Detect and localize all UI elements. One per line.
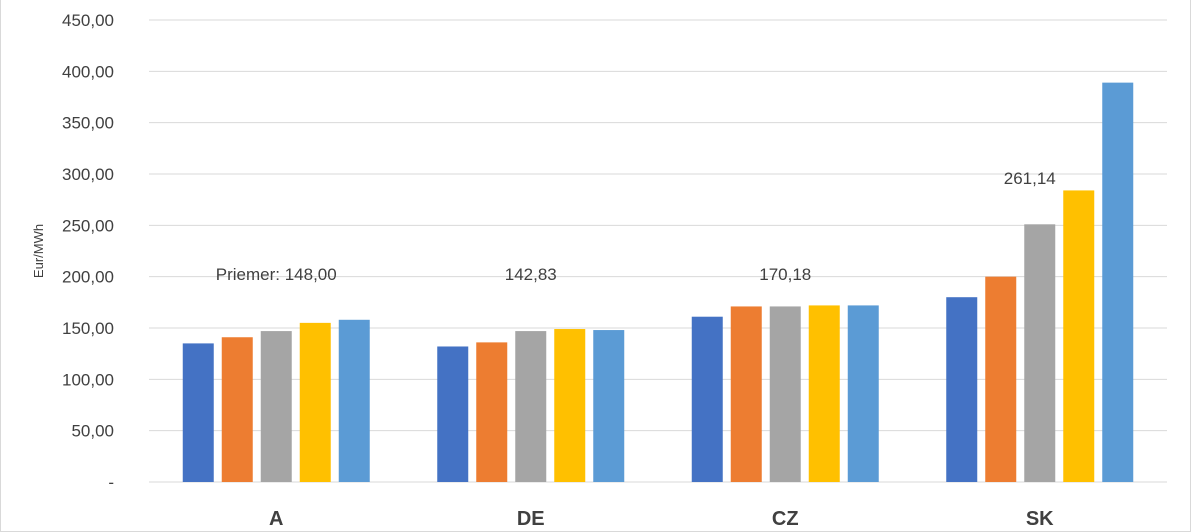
y-tick-label: 50,00 [71,422,114,441]
bar-cz-3 [769,306,801,482]
bar-de-3 [515,331,547,482]
bar-cz-1 [691,316,723,482]
category-label: SK [1026,508,1054,530]
y-tick-label: 150,00 [62,319,114,338]
x-axis-categories: A DE CZ SK [269,508,1054,530]
bar-cz-2 [730,306,762,482]
bar-sk-3 [1024,224,1056,482]
y-tick-label: 300,00 [62,165,114,184]
bar-cz-4 [808,305,840,482]
category-label: CZ [772,508,799,530]
bar-sk-1 [946,297,978,482]
y-tick-label: 350,00 [62,114,114,133]
bar-a-1 [182,343,214,482]
bar-cz-5 [847,305,879,482]
y-tick-label: 100,00 [62,370,114,389]
average-annotation: 261,14 [1004,169,1056,188]
y-tick-label: 200,00 [62,268,114,287]
bar-a-5 [338,319,370,482]
bar-de-1 [437,346,469,482]
y-tick-label: 250,00 [62,216,114,235]
average-annotation: 142,83 [505,265,557,284]
bar-a-3 [260,331,292,482]
bar-a-2 [221,337,253,482]
bar-de-2 [476,342,508,482]
y-axis-label: Eur/MWh [31,224,46,278]
bar-sk-2 [985,276,1017,482]
average-annotation: Priemer: 148,00 [216,265,337,284]
average-annotation: 170,18 [759,265,811,284]
bar-de-4 [554,329,586,482]
bars [182,82,1134,483]
bar-sk-5 [1102,82,1134,483]
y-tick-label: - [108,473,114,492]
annotations: Priemer: 148,00 142,83 170,18 261,14 [216,169,1056,284]
category-label: A [269,508,283,530]
category-label: DE [517,508,545,530]
bar-a-4 [299,322,331,482]
bar-de-5 [593,330,625,482]
y-axis-ticks: - 50,00 100,00 150,00 200,00 250,00 300,00 350,… [62,11,114,492]
y-tick-label: 450,00 [62,11,114,30]
y-tick-label: 400,00 [62,62,114,81]
bar-sk-4 [1063,190,1095,482]
